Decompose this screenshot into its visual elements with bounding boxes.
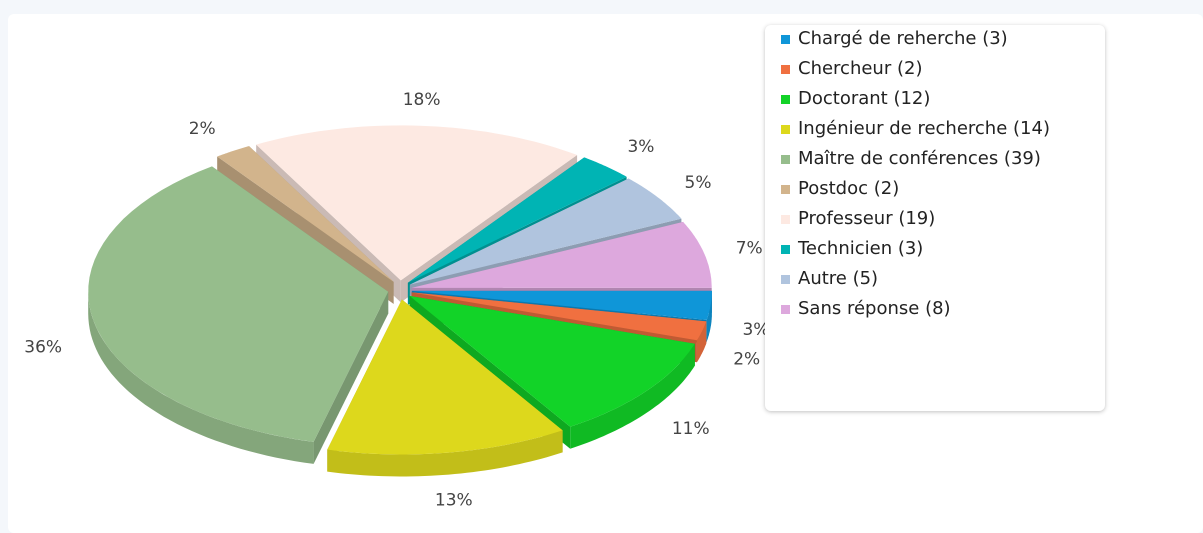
legend-label: Chercheur (2) <box>798 58 923 79</box>
slice <box>327 299 563 455</box>
legend-label: Autre (5) <box>798 268 879 289</box>
legend-item[interactable]: Technicien (3) <box>781 239 1095 258</box>
legend-label: Sans réponse (8) <box>798 298 951 319</box>
slice <box>407 157 627 283</box>
legend-item[interactable]: Autre (5) <box>781 269 1095 288</box>
slice <box>409 295 695 427</box>
legend-item[interactable]: Professeur (19) <box>781 209 1095 228</box>
legend-label: Doctorant (12) <box>798 88 931 109</box>
slice <box>411 290 712 320</box>
legend-swatch <box>781 35 790 44</box>
slice-label: 3% <box>627 137 654 157</box>
legend-swatch <box>781 65 790 74</box>
legend-swatch <box>781 275 790 284</box>
legend-item[interactable]: Sans réponse (8) <box>781 299 1095 318</box>
slice-label: 11% <box>672 419 710 439</box>
slice <box>411 221 712 288</box>
legend: Chargé de reherche (3) Chercheur (2) Docto… <box>765 25 1105 411</box>
legend-label: Technicien (3) <box>798 238 924 259</box>
legend-label: Professeur (19) <box>798 208 936 229</box>
slice-side <box>88 291 314 464</box>
slice-label: 5% <box>685 173 712 193</box>
legend-swatch <box>781 185 790 194</box>
slice-label: 3% <box>742 320 769 340</box>
slice <box>88 166 389 442</box>
slice-label: 13% <box>435 490 473 510</box>
legend-item[interactable]: Doctorant (12) <box>781 89 1095 108</box>
slice-side <box>327 430 563 477</box>
legend-label: Postdoc (2) <box>798 178 900 199</box>
legend-item[interactable]: Maître de conférences (39) <box>781 149 1095 168</box>
legend-label: Chargé de reherche (3) <box>798 28 1008 49</box>
slice-label: 36% <box>24 338 62 358</box>
slice-side <box>696 321 707 363</box>
slice-label: 18% <box>403 90 441 110</box>
legend-label: Ingénieur de recherche (14) <box>798 118 1050 139</box>
legend-item[interactable]: Postdoc (2) <box>781 179 1095 198</box>
slice <box>217 146 394 282</box>
slice <box>256 125 578 281</box>
slice-side <box>706 290 712 342</box>
legend-swatch <box>781 215 790 224</box>
slice-side <box>570 343 695 449</box>
legend-item[interactable]: Chargé de reherche (3) <box>781 29 1095 48</box>
legend-label: Maître de conférences (39) <box>798 148 1041 169</box>
slice-label: 7% <box>736 238 763 258</box>
legend-swatch <box>781 125 790 134</box>
legend-swatch <box>781 305 790 314</box>
legend-swatch <box>781 245 790 254</box>
legend-item[interactable]: Chercheur (2) <box>781 59 1095 78</box>
slice <box>409 178 682 285</box>
slice-side <box>313 291 389 464</box>
legend-swatch <box>781 155 790 164</box>
slice <box>411 292 707 341</box>
slice-label: 2% <box>189 119 216 139</box>
legend-swatch <box>781 95 790 104</box>
legend-item[interactable]: Ingénieur de recherche (14) <box>781 119 1095 138</box>
slice-label: 2% <box>733 349 760 369</box>
